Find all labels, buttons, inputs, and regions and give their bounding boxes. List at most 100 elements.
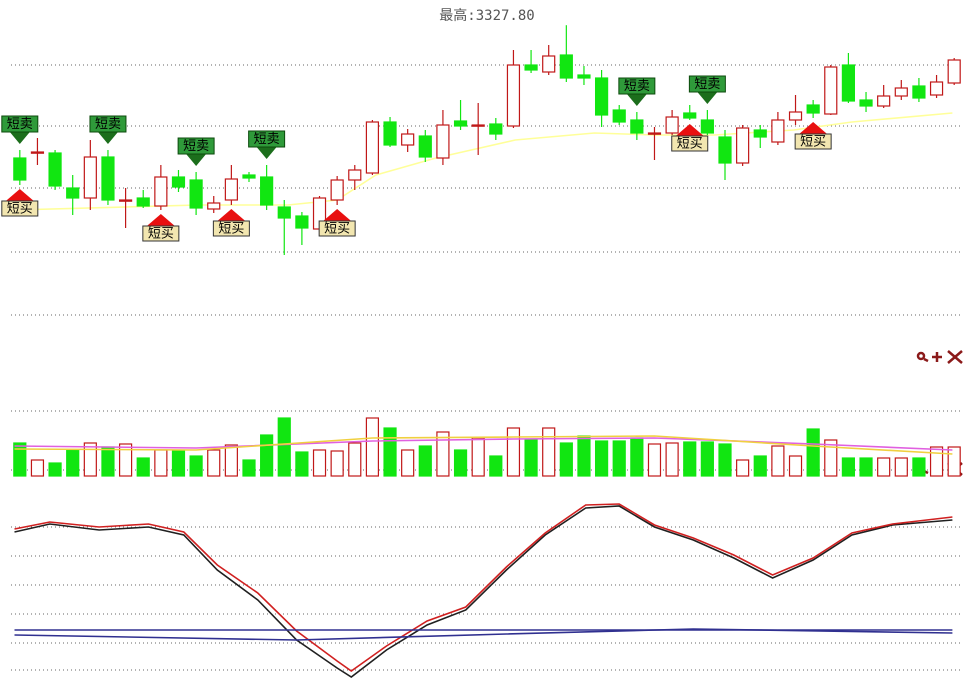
- volume-bar: [912, 457, 926, 477]
- signal-box: [671, 135, 709, 152]
- volume-bar: [718, 443, 732, 477]
- indicator-line: [14, 505, 953, 678]
- candle-body: [542, 55, 556, 73]
- signal: 短卖: [618, 77, 656, 106]
- volume-bar: [489, 455, 503, 477]
- volume-bar: [365, 417, 380, 477]
- signal-pointer: [675, 124, 704, 136]
- candle-body: [418, 135, 432, 158]
- volume-bar: [612, 440, 626, 477]
- volume-bar: [683, 441, 697, 477]
- volume-bar: [83, 442, 97, 477]
- candle-body: [260, 176, 274, 206]
- volume-bar: [630, 437, 644, 477]
- candle-body: [630, 119, 644, 134]
- volume-bar: [947, 446, 961, 477]
- candle-body: [401, 133, 415, 146]
- volume-bar: [348, 442, 362, 477]
- candle-body: [471, 124, 485, 127]
- volume-average: [14, 435, 953, 455]
- volume-bar: [48, 462, 62, 477]
- candle-body: [771, 119, 785, 143]
- candle-body: [489, 123, 503, 135]
- volume-bar: [736, 459, 750, 477]
- volume-bar: [312, 449, 327, 477]
- zoom-icons[interactable]: [916, 350, 963, 364]
- signal-box: [794, 133, 832, 150]
- signal-box: [1, 200, 39, 217]
- candle-body: [929, 81, 944, 96]
- signal-pointer: [186, 154, 207, 166]
- volume-bar: [30, 459, 45, 477]
- signal-box: [177, 137, 215, 155]
- candle-body: [101, 156, 115, 201]
- signal: 短买: [142, 214, 180, 242]
- volume-bar: [118, 443, 133, 477]
- candle-body: [66, 187, 80, 199]
- volume-bar: [806, 428, 820, 477]
- volume-bar: [13, 442, 27, 477]
- signal-label: 短卖: [183, 139, 209, 154]
- signal-label: 短买: [148, 227, 174, 242]
- signal-box: [89, 115, 127, 133]
- volume-bar: [295, 451, 309, 477]
- candle-body: [224, 178, 238, 201]
- candle-body: [453, 120, 468, 127]
- signal-label: 短买: [218, 222, 244, 237]
- candle-body: [295, 215, 309, 229]
- volume-bar: [207, 449, 221, 477]
- signal-label: 短买: [800, 135, 826, 150]
- signal: 短买: [1, 189, 39, 217]
- candle-body: [365, 121, 380, 174]
- candle-body: [524, 64, 538, 71]
- signal-pointer: [256, 147, 277, 159]
- volume-bar: [700, 441, 714, 477]
- signal-label: 短卖: [694, 77, 720, 92]
- signal-pointer: [97, 132, 118, 144]
- signal-pointer: [697, 92, 718, 104]
- signal-box: [688, 75, 726, 93]
- signal-box: [618, 77, 656, 95]
- volume-bar: [824, 439, 838, 477]
- signal-box: [318, 220, 356, 237]
- candle-body: [559, 54, 573, 79]
- signal-box: [1, 115, 39, 133]
- signal-pointer: [5, 189, 34, 201]
- signal-pointer: [146, 214, 175, 226]
- signal-label: 短卖: [7, 117, 33, 132]
- candle-body: [718, 136, 732, 164]
- candle-body: [330, 179, 344, 201]
- candle-body: [683, 112, 697, 119]
- signal-pointer: [323, 209, 352, 221]
- signal: 短买: [318, 209, 356, 237]
- candle-body: [277, 206, 291, 219]
- candle-body: [506, 64, 521, 127]
- signal-pointer: [9, 132, 30, 144]
- candle-body: [877, 95, 891, 107]
- candle-body: [348, 169, 362, 181]
- signal-pointer: [217, 209, 246, 221]
- candle-body: [30, 151, 45, 154]
- candle-body: [171, 176, 186, 188]
- volume-bar: [436, 431, 450, 477]
- volume-bar: [859, 457, 873, 477]
- volume-bar: [929, 446, 944, 477]
- signal: 短卖: [177, 137, 215, 166]
- signal-label: 短买: [324, 222, 350, 237]
- volume-bar: [189, 455, 203, 477]
- candle-body: [647, 132, 662, 135]
- volume-bar: [524, 439, 538, 477]
- volume-bar: [542, 427, 556, 477]
- signal: 短买: [671, 124, 709, 152]
- indicator-line: [14, 503, 953, 672]
- moving-average: [14, 112, 953, 211]
- candle-body: [118, 199, 133, 202]
- signal-box: [248, 130, 286, 148]
- volume-bar: [506, 427, 521, 477]
- volume-bar: [171, 450, 186, 477]
- volume-bar: [788, 455, 803, 477]
- signal-label: 短卖: [254, 132, 280, 147]
- volume-bar: [894, 457, 908, 477]
